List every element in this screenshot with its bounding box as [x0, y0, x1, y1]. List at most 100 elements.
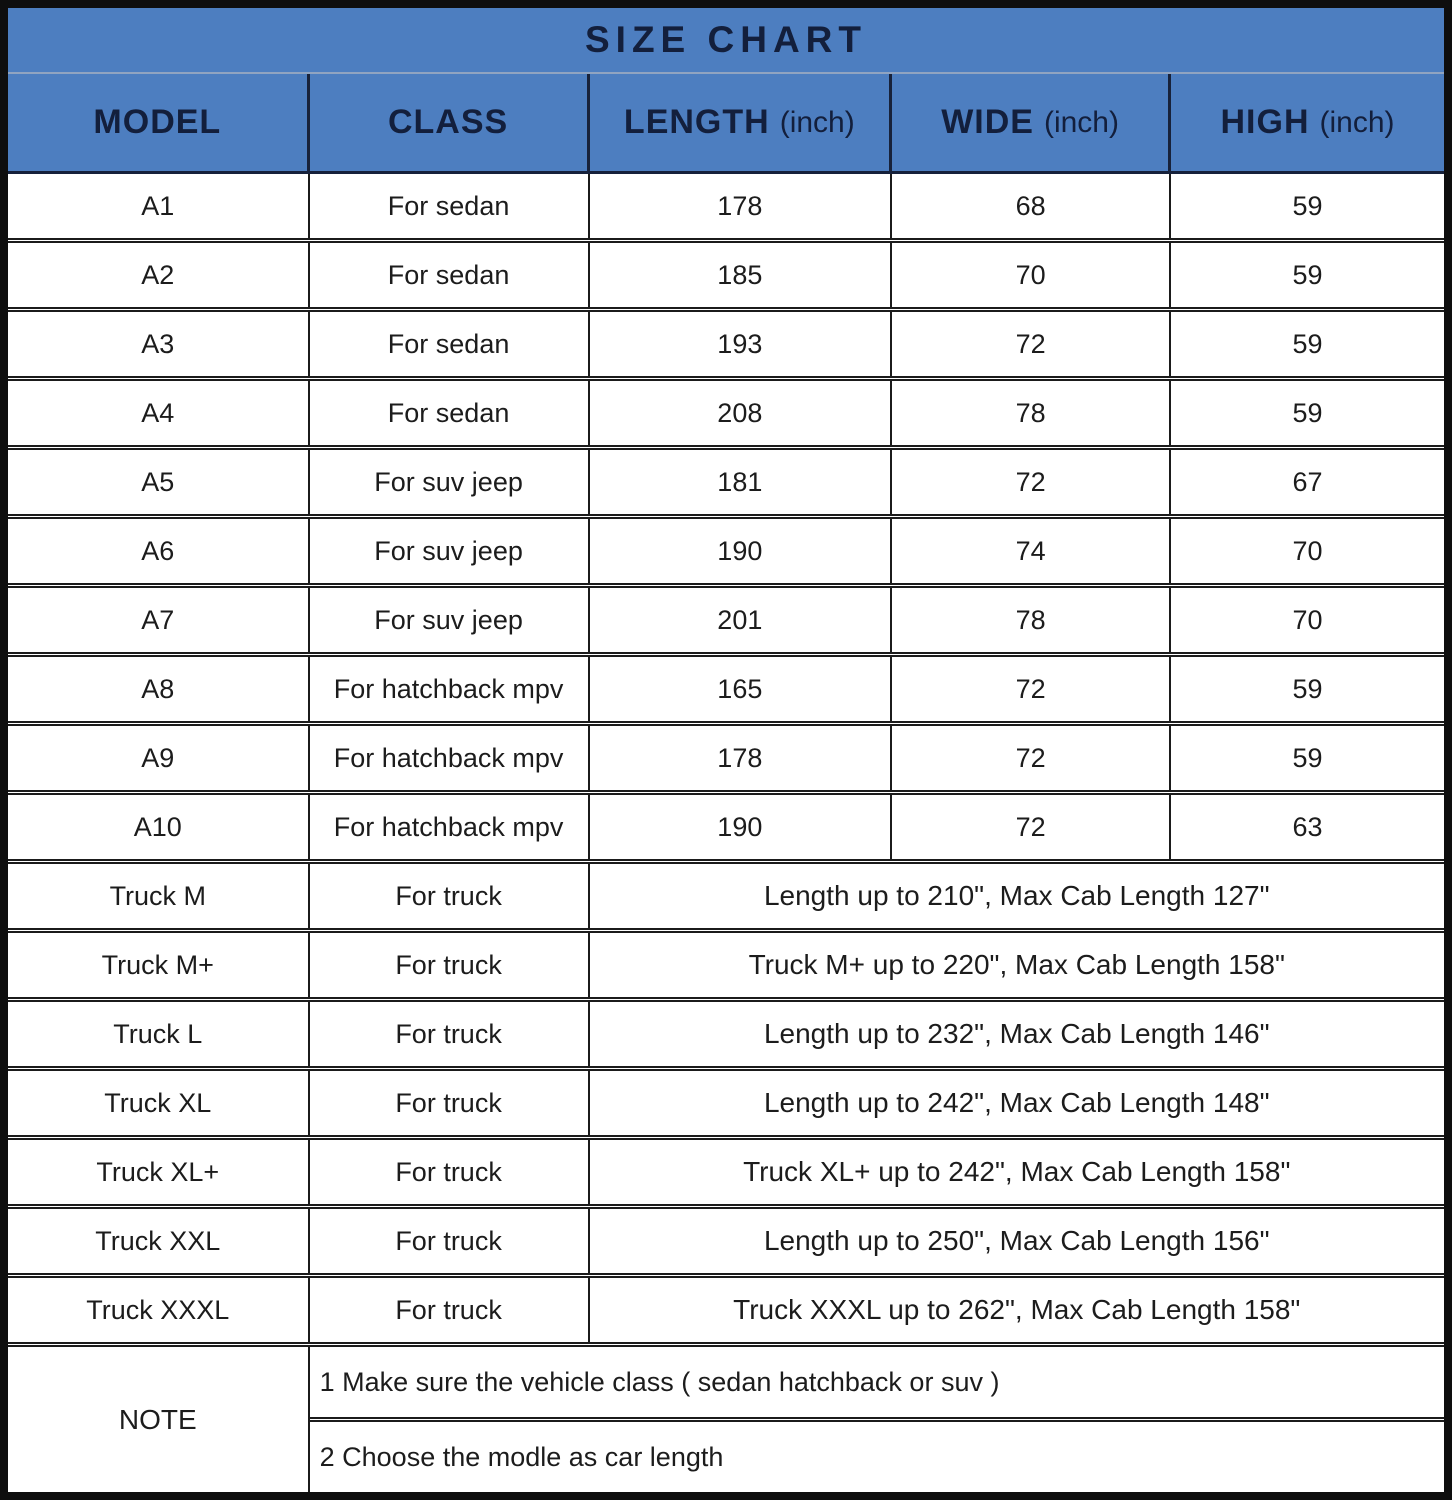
column-header-label: LENGTH — [623, 103, 770, 141]
model-cell: A1 — [8, 174, 310, 238]
model-cell: Truck XXL — [8, 1209, 310, 1273]
column-header-wide: WIDE (inch) — [892, 74, 1172, 171]
size-note-cell: Truck M+ up to 220", Max Cab Length 158" — [748, 949, 1285, 980]
column-header-unit: (inch) — [1319, 105, 1395, 139]
wide-cell: 72 — [892, 795, 1172, 859]
class-cell: For truck — [310, 864, 590, 928]
page-title: SIZE CHART — [8, 8, 1444, 74]
table-row: A2 For sedan 185 70 59 — [8, 243, 1444, 312]
table-header-row: MODEL CLASS LENGTH (inch) WIDE (inch) HIGH… — [8, 74, 1444, 174]
length-cell: 190 — [590, 795, 893, 859]
truck-table-row: Truck L For truck Length up to 232", Max… — [8, 1002, 1444, 1071]
model-cell: Truck XL — [8, 1071, 310, 1135]
truck-table-row: Truck XL For truck Length up to 242", Ma… — [8, 1071, 1444, 1140]
size-note-cell: Truck XL+ up to 242", Max Cab Length 158… — [743, 1156, 1291, 1187]
note-lines: 1 Make sure the vehicle class ( sedan ha… — [309, 1347, 1444, 1492]
length-cell: 178 — [590, 726, 893, 790]
high-cell: 67 — [1292, 466, 1323, 497]
wide-cell: 78 — [892, 588, 1172, 652]
model-rows-body: A1 For sedan 178 68 59 A2 For sedan 185 … — [8, 174, 1444, 864]
table-row: A4 For sedan 208 78 59 — [8, 381, 1444, 450]
truck-table-row: Truck XL+ For truck Truck XL+ up to 242"… — [8, 1140, 1444, 1209]
class-cell: For suv jeep — [310, 519, 590, 583]
high-cell: 59 — [1292, 673, 1323, 704]
high-cell: 70 — [1292, 535, 1323, 566]
table-row: A3 For sedan 193 72 59 — [8, 312, 1444, 381]
class-cell: For sedan — [310, 243, 590, 307]
truck-table-row: Truck XXL For truck Length up to 250", M… — [8, 1209, 1444, 1278]
model-cell: A3 — [8, 312, 310, 376]
table-row: A8 For hatchback mpv 165 72 59 — [8, 657, 1444, 726]
wide-cell: 72 — [892, 312, 1172, 376]
column-header-label: MODEL — [93, 103, 222, 141]
class-cell: For hatchback mpv — [310, 726, 590, 790]
model-cell: A4 — [8, 381, 310, 445]
column-header-label: HIGH — [1220, 103, 1310, 141]
class-cell: For truck — [310, 1002, 590, 1066]
wide-cell: 72 — [892, 657, 1172, 721]
table-row: A9 For hatchback mpv 178 72 59 — [8, 726, 1444, 795]
class-cell: For truck — [310, 933, 590, 997]
note-line: 1 Make sure the vehicle class ( sedan ha… — [309, 1347, 1444, 1422]
model-cell: A9 — [8, 726, 310, 790]
model-cell: Truck M+ — [8, 933, 310, 997]
size-note-cell: Length up to 250", Max Cab Length 156" — [763, 1225, 1270, 1256]
model-cell: A6 — [8, 519, 310, 583]
column-header-label: CLASS — [387, 103, 509, 141]
table-row: A7 For suv jeep 201 78 70 — [8, 588, 1444, 657]
table-row: A5 For suv jeep 181 72 67 — [8, 450, 1444, 519]
column-header-label: WIDE — [941, 103, 1034, 141]
wide-cell: 70 — [892, 243, 1172, 307]
size-note-cell: Length up to 232", Max Cab Length 146" — [763, 1018, 1270, 1049]
column-header-class: CLASS — [310, 74, 590, 171]
wide-cell: 74 — [892, 519, 1172, 583]
length-cell: 165 — [590, 657, 893, 721]
class-cell: For truck — [310, 1140, 590, 1204]
truck-table-row: Truck M+ For truck Truck M+ up to 220", … — [8, 933, 1444, 1002]
class-cell: For truck — [310, 1209, 590, 1273]
truck-table-row: Truck M For truck Length up to 210", Max… — [8, 864, 1444, 933]
high-cell: 59 — [1292, 259, 1323, 290]
note-section: NOTE 1 Make sure the vehicle class ( sed… — [8, 1347, 1444, 1492]
wide-cell: 72 — [892, 726, 1172, 790]
class-cell: For sedan — [310, 381, 590, 445]
wide-cell: 68 — [892, 174, 1172, 238]
class-cell: For sedan — [310, 312, 590, 376]
size-note-cell: Truck XXXL up to 262", Max Cab Length 15… — [733, 1294, 1301, 1325]
model-cell: A8 — [8, 657, 310, 721]
table-row: A1 For sedan 178 68 59 — [8, 174, 1444, 243]
column-header-unit: (inch) — [1043, 105, 1119, 139]
length-cell: 201 — [590, 588, 893, 652]
note-line: 2 Choose the modle as car length — [319, 1441, 724, 1472]
class-cell: For sedan — [310, 174, 590, 238]
length-cell: 181 — [590, 450, 893, 514]
high-cell: 70 — [1292, 604, 1323, 635]
size-note-cell: Length up to 242", Max Cab Length 148" — [763, 1087, 1270, 1118]
class-cell: For hatchback mpv — [310, 657, 590, 721]
model-cell: A5 — [8, 450, 310, 514]
class-cell: For suv jeep — [310, 588, 590, 652]
high-cell: 63 — [1292, 811, 1323, 842]
length-cell: 178 — [590, 174, 893, 238]
truck-rows-body: Truck M For truck Length up to 210", Max… — [8, 864, 1444, 1347]
wide-cell: 72 — [892, 450, 1172, 514]
model-cell: A7 — [8, 588, 310, 652]
model-cell: A10 — [8, 795, 310, 859]
high-cell: 59 — [1292, 742, 1323, 773]
length-cell: 185 — [590, 243, 893, 307]
class-cell: For truck — [310, 1278, 590, 1342]
model-cell: A2 — [8, 243, 310, 307]
class-cell: For suv jeep — [310, 450, 590, 514]
length-cell: 193 — [590, 312, 893, 376]
length-cell: 208 — [590, 381, 893, 445]
model-cell: Truck XL+ — [8, 1140, 310, 1204]
model-cell: Truck XXXL — [8, 1278, 310, 1342]
truck-table-row: Truck XXXL For truck Truck XXXL up to 26… — [8, 1278, 1444, 1347]
column-header-unit: (inch) — [779, 105, 855, 139]
high-cell: 59 — [1292, 328, 1323, 359]
table-row: A6 For suv jeep 190 74 70 — [8, 519, 1444, 588]
size-note-cell: Length up to 210", Max Cab Length 127" — [763, 880, 1270, 911]
length-cell: 190 — [590, 519, 893, 583]
column-header-length: LENGTH (inch) — [590, 74, 893, 171]
